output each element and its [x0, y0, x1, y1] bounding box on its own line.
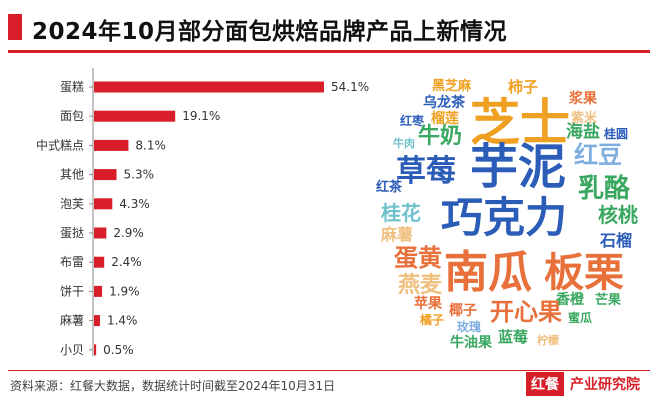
word-cloud-word: 玫瑰: [457, 319, 481, 334]
word-cloud-word: 开心果: [490, 298, 562, 326]
bar: [94, 139, 129, 151]
value-label: 5.3%: [124, 168, 155, 182]
word-cloud-word: 芝士: [470, 94, 570, 152]
source-note: 资料来源：红餐大数据，数据统计时间截至2024年10月31日: [10, 379, 336, 393]
word-cloud-word: 柠檬: [537, 333, 559, 347]
word-cloud-word: 板栗: [544, 250, 624, 296]
word-cloud-word: 芋泥: [470, 139, 566, 195]
category-label: 小贝: [60, 343, 84, 357]
bar: [94, 169, 117, 181]
word-cloud-word: 椰子: [449, 302, 477, 319]
word-cloud-word: 蛋黄: [394, 244, 442, 272]
word-cloud-word: 石榴: [599, 231, 632, 250]
word-cloud-word: 榴莲: [431, 110, 459, 127]
bar: [94, 110, 176, 122]
title-accent-bar: [8, 14, 22, 40]
word-cloud-word: 蓝莓: [498, 328, 528, 346]
word-cloud-word: 麻薯: [380, 225, 413, 244]
chart-title: 2024年10月部分面包烘焙品牌产品上新情况: [32, 19, 508, 45]
value-label: 0.5%: [103, 343, 134, 357]
bar: [94, 344, 97, 356]
word-cloud-word: 蜜瓜: [568, 310, 592, 325]
bar: [94, 256, 105, 268]
word-cloud-word: 牛奶: [418, 123, 462, 149]
bar: [94, 285, 103, 297]
word-cloud-word: 桂花: [380, 201, 421, 225]
word-cloud-word: 苹果: [414, 295, 443, 312]
word-cloud-word: 核桃: [598, 203, 638, 227]
bar: [94, 227, 107, 239]
word-cloud-word: 草莓: [396, 154, 456, 189]
word-cloud-word: 牛肉: [393, 136, 415, 150]
word-cloud-word: 香橙: [555, 291, 585, 308]
word-cloud-word: 牛油果: [450, 334, 493, 351]
bar: [94, 315, 100, 327]
value-label: 1.4%: [107, 314, 137, 328]
brand-logo: 红餐: [526, 372, 564, 396]
word-cloud-word: 乌龙茶: [423, 94, 466, 111]
word-cloud-word: 柿子: [508, 78, 538, 96]
word-cloud-word: 巧克力: [441, 193, 567, 242]
category-label: 其他: [60, 168, 84, 182]
category-label: 麻薯: [60, 313, 84, 328]
footer-divider: [8, 370, 650, 371]
category-label: 中式糕点: [36, 137, 84, 152]
title-bar: 2024年10月部分面包烘焙品牌产品上新情况: [8, 8, 650, 45]
category-label: 蛋挞: [60, 226, 84, 240]
word-cloud: 芝士芋泥巧克力南瓜 板栗 草莓乳酪 牛奶红豆蛋黄开心果 桂花 核桃燕麦 麻薯 石榴 海盐 柿子 黑芝…: [376, 78, 638, 351]
word-cloud-word: 黑芝麻: [432, 78, 472, 94]
word-cloud-word: 橘子: [419, 312, 444, 327]
word-cloud-word: 桂圆: [603, 126, 628, 141]
value-label: 54.1%: [331, 80, 369, 94]
title-underline: [8, 50, 650, 53]
value-label: 1.9%: [109, 284, 140, 298]
bar: [94, 81, 324, 93]
value-label: 19.1%: [182, 109, 220, 123]
word-cloud-word: 海盐: [566, 121, 600, 142]
word-cloud-word: 红豆: [574, 141, 622, 169]
word-cloud-word: 红枣: [400, 113, 425, 128]
word-cloud-word: 红茶: [376, 179, 403, 195]
word-cloud-word: 乳酪: [578, 174, 631, 204]
bar-chart: 蛋糕 54.1% 面包 19.1% 中式糕点 8.1% 其他 5.3% 泡芙 4.3% 蛋挞 2.9%…: [36, 68, 369, 357]
value-label: 4.3%: [119, 197, 150, 211]
word-cloud-word: 芒果: [595, 292, 621, 308]
brand-name: 产业研究院: [570, 377, 640, 393]
category-label: 泡芙: [60, 197, 84, 211]
value-label: 2.9%: [113, 226, 143, 240]
word-cloud-word: 燕麦: [398, 272, 443, 298]
bar: [94, 198, 113, 210]
brand-block: 红餐 产业研究院: [526, 370, 652, 398]
category-label: 面包: [60, 109, 84, 123]
category-label: 饼干: [60, 284, 84, 298]
word-cloud-word: 紫米: [571, 110, 598, 126]
value-label: 8.1%: [135, 138, 166, 152]
word-cloud-word: 浆果: [569, 90, 598, 107]
word-cloud-word: 南瓜: [444, 247, 532, 298]
value-label: 2.4%: [111, 255, 142, 269]
category-label: 布雷: [60, 255, 84, 269]
category-label: 蛋糕: [60, 80, 84, 94]
